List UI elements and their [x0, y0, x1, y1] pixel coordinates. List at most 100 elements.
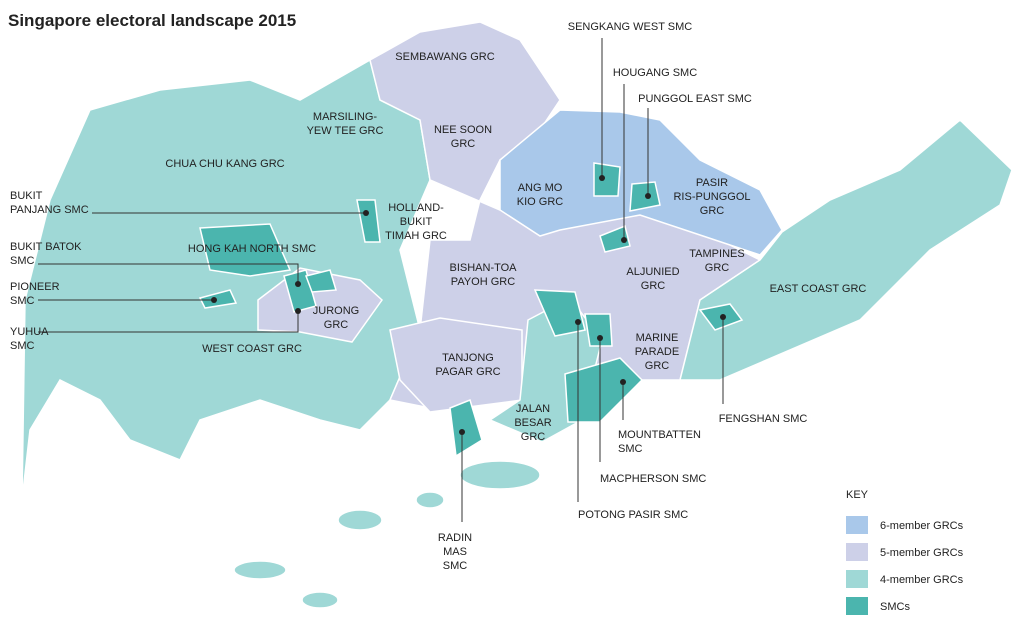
dot [645, 193, 651, 199]
region-label: HONG KAH NORTH SMC [188, 243, 316, 255]
region-label: HOLLAND- [388, 202, 444, 214]
smc [564, 357, 644, 423]
region-label: SMC [10, 255, 35, 267]
leader [38, 263, 299, 282]
dot [363, 210, 369, 216]
region-label: GRC [451, 138, 476, 150]
region [21, 58, 431, 501]
smc [629, 181, 661, 212]
dots [211, 175, 726, 435]
region-label: PANJANG SMC [10, 204, 89, 216]
dot [720, 314, 726, 320]
leaders [38, 38, 726, 522]
island [415, 491, 445, 509]
smc [533, 289, 586, 337]
region-label: YEW TEE GRC [307, 125, 384, 137]
region [679, 118, 1013, 381]
region-label: GRC [521, 431, 546, 443]
region-label: MACPHERSON SMC [600, 473, 706, 485]
island [301, 591, 339, 609]
region-label: RIS-PUNGGOL [673, 191, 750, 203]
dot [211, 297, 217, 303]
key-swatch [846, 597, 868, 615]
region-label: MAS [443, 546, 467, 558]
region-label: RADIN [438, 532, 472, 544]
region-label: ANG MO [518, 182, 563, 194]
regions [21, 21, 1013, 609]
key-swatch [846, 570, 868, 588]
region-label: BISHAN-TOA [449, 262, 517, 274]
region-label: KIO GRC [517, 196, 564, 208]
smc [599, 224, 631, 253]
key-title: KEY [846, 489, 869, 501]
smc [199, 223, 292, 277]
region-label: PASIR [696, 177, 728, 189]
region-label: BUKIT [10, 190, 43, 202]
key-label: 6-member GRCs [880, 520, 964, 532]
region-label: GRC [705, 262, 730, 274]
region-label: SMC [618, 443, 643, 455]
region-label: GRC [324, 319, 349, 331]
region-label: EAST COAST GRC [770, 283, 867, 295]
region-label: TAMPINES [689, 248, 744, 260]
region-label: TIMAH GRC [385, 230, 447, 242]
region-label: JALAN [516, 403, 550, 415]
region-label: PIONEER [10, 281, 60, 293]
region-label: SMC [10, 340, 35, 352]
dot [295, 281, 301, 287]
region-label: HOUGANG SMC [613, 67, 697, 79]
smc [305, 269, 337, 293]
region-label: JURONG [313, 305, 359, 317]
region-label: MARSILING- [313, 111, 378, 123]
dot [620, 379, 626, 385]
region-label: FENGSHAN SMC [719, 413, 808, 425]
region-label: SEMBAWANG GRC [395, 51, 494, 63]
smc [584, 313, 613, 347]
key-swatch [846, 543, 868, 561]
key-swatch [846, 516, 868, 534]
region-label: NEE SOON [434, 124, 492, 136]
key: KEY 6-member GRCs 5-member GRCs 4-member G… [846, 489, 964, 615]
dot [575, 319, 581, 325]
key-label: SMCs [880, 601, 910, 613]
smc [449, 398, 483, 458]
region-label: PUNGGOL EAST SMC [638, 93, 752, 105]
dot [599, 175, 605, 181]
region-label: PAYOH GRC [451, 276, 515, 288]
region-label: PARADE [635, 346, 679, 358]
key-label: 5-member GRCs [880, 547, 964, 559]
region-label: SMC [10, 295, 35, 307]
region-label: TANJONG [442, 352, 494, 364]
smc [593, 162, 621, 197]
smc [356, 199, 381, 243]
leader [38, 312, 299, 333]
smc [198, 289, 238, 309]
region-label: CHUA CHU KANG GRC [165, 158, 284, 170]
region-label: GRC [700, 205, 725, 217]
region-label: YUHUA [10, 326, 49, 338]
region-label: GRC [641, 280, 666, 292]
region-label: MOUNTBATTEN [618, 429, 701, 441]
region-label: ALJUNIED [626, 266, 679, 278]
dot [597, 335, 603, 341]
region-label: BUKIT [400, 216, 433, 228]
region-label: SMC [443, 560, 468, 572]
region-label: POTONG PASIR SMC [578, 509, 688, 521]
labels: SEMBAWANG GRC MARSILING- YEW TEE GRC NEE SO… [10, 21, 866, 572]
region-label: GRC [645, 360, 670, 372]
region-label: WEST COAST GRC [202, 343, 302, 355]
dot [459, 429, 465, 435]
title: Singapore electoral landscape 2015 [8, 11, 296, 30]
region-label: MARINE [636, 332, 679, 344]
dot [621, 237, 627, 243]
region-label: BUKIT BATOK [10, 241, 82, 253]
island [233, 560, 287, 580]
key-label: 4-member GRCs [880, 574, 964, 586]
region-label: PAGAR GRC [435, 366, 500, 378]
region-label: SENGKANG WEST SMC [568, 21, 693, 33]
island [337, 509, 383, 531]
dot [295, 308, 301, 314]
region-label: BESAR [514, 417, 551, 429]
